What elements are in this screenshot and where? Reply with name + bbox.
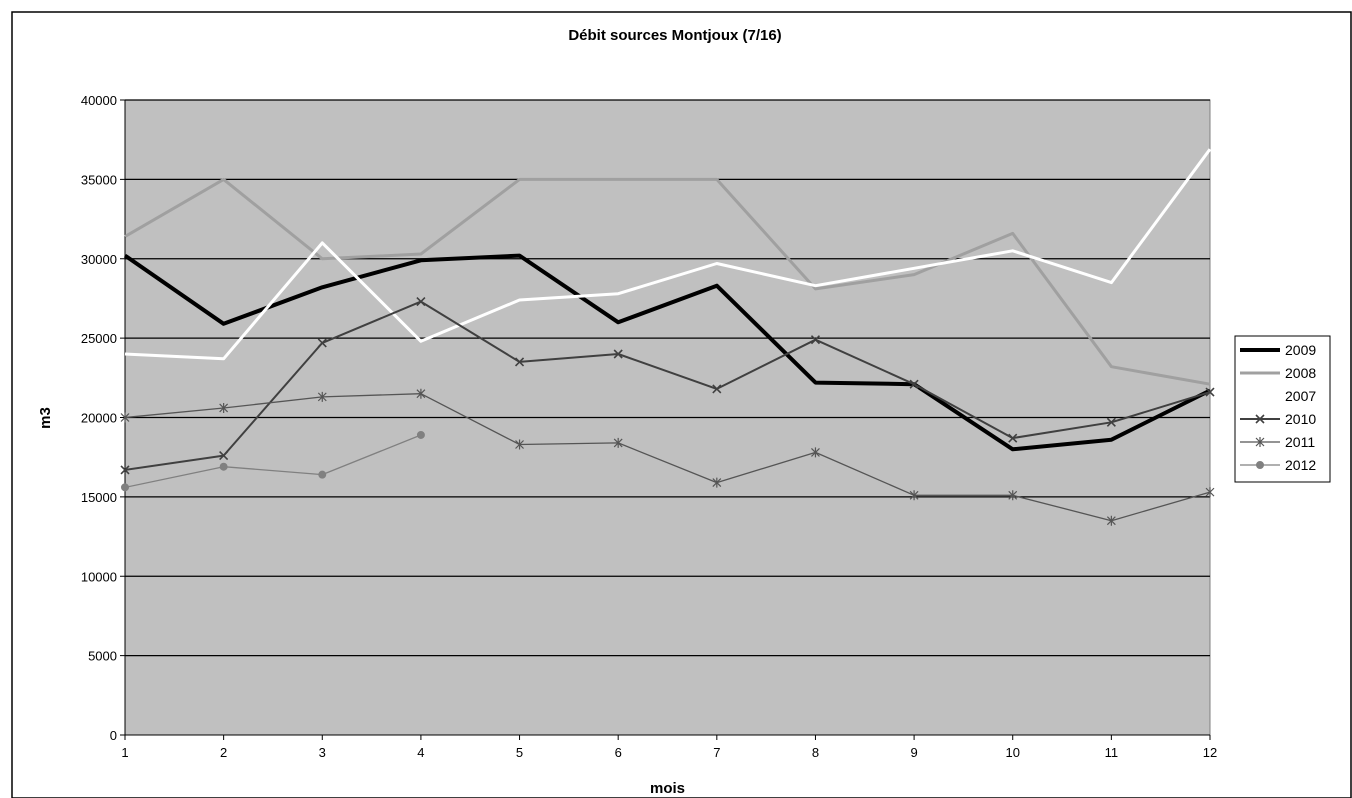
gridlines (125, 99, 1210, 657)
legend: 2009 2008 2007 2010 2011 2012 (1234, 335, 1331, 483)
y-tick-label: 15000 (81, 490, 117, 505)
data-point-2010 (317, 338, 327, 348)
data-point-2010 (909, 379, 919, 389)
x-tick-label: 2 (220, 745, 227, 760)
x-axis-title: mois (650, 780, 685, 797)
series-line-2009 (123, 253, 1211, 452)
data-point-2012 (318, 470, 327, 479)
data-point-2010 (1205, 387, 1215, 397)
legend-item-2009: 2009 (1240, 342, 1316, 358)
y-tick-label: 40000 (81, 93, 117, 108)
data-point-2012 (416, 430, 425, 439)
series-2007 (124, 148, 1212, 361)
data-point-2011 (1008, 490, 1018, 501)
y-tick-label: 25000 (81, 331, 117, 346)
legend-label: 2009 (1285, 342, 1316, 358)
series-line-2007 (124, 148, 1212, 361)
x-tick-label: 11 (1105, 745, 1119, 760)
data-point-2010 (120, 465, 130, 475)
series-2011 (120, 388, 1215, 526)
legend-marker (1255, 414, 1265, 424)
data-point-2010 (514, 357, 525, 367)
data-point-2010 (712, 384, 722, 394)
legend-label: 2011 (1285, 434, 1315, 450)
data-point-2010 (219, 451, 229, 461)
legend-item-2007: 2007 (1240, 388, 1316, 404)
y-tick-label: 35000 (81, 172, 117, 187)
legend-item-2011: 2011 (1240, 434, 1315, 450)
data-point-2011 (909, 490, 919, 501)
y-tick-label: 0 (110, 728, 117, 743)
x-tick-label: 9 (910, 745, 917, 760)
legend-label: 2010 (1285, 411, 1316, 427)
series-line-2010 (124, 300, 1211, 471)
y-axis-title: m3 (37, 407, 54, 429)
y-tick-label: 5000 (88, 649, 117, 664)
data-point-2010 (1008, 433, 1018, 443)
series-line-2011 (124, 393, 1211, 522)
legend-item-2012: 2012 (1240, 457, 1316, 473)
data-point-2011 (416, 388, 426, 399)
legend-marker (1255, 437, 1265, 447)
series-line-2012 (124, 434, 422, 489)
data-point-2012 (121, 483, 129, 492)
data-point-2011 (613, 437, 623, 448)
data-point-2010 (1106, 417, 1116, 427)
x-tick-label: 3 (319, 745, 326, 760)
y-tick-label: 30000 (81, 252, 117, 267)
legend-label: 2008 (1285, 365, 1316, 381)
series-2010 (120, 297, 1215, 475)
y-tick-label: 10000 (81, 569, 117, 584)
x-tick-label: 6 (615, 745, 622, 760)
series-2012 (121, 430, 425, 492)
data-point-2010 (810, 335, 821, 345)
data-point-2012 (219, 462, 228, 471)
legend-item-2008: 2008 (1240, 365, 1316, 381)
x-tick-label: 10 (1005, 745, 1019, 760)
data-point-2010 (613, 349, 623, 359)
x-tick-label: 12 (1203, 745, 1217, 760)
chart-title: Débit sources Montjoux (7/16) (568, 27, 781, 44)
legend-item-2010: 2010 (1240, 411, 1316, 427)
legend-marker (1256, 461, 1264, 469)
x-tick-label: 5 (516, 745, 523, 760)
tick-labels: 0 5000 10000 15000 20000 25000 30000 35000 40000… (81, 93, 1217, 760)
data-point-2011 (1205, 487, 1215, 498)
data-point-2011 (1106, 515, 1116, 526)
y-tick-label: 20000 (81, 411, 117, 426)
legend-label: 2007 (1285, 388, 1316, 404)
legend-label: 2012 (1285, 457, 1316, 473)
data-point-2011 (219, 402, 229, 413)
data-point-2011 (712, 477, 722, 488)
series-2009 (123, 253, 1211, 452)
legend-box (1234, 335, 1331, 483)
x-tick-label: 1 (121, 745, 128, 760)
data-point-2011 (515, 439, 524, 450)
data-point-2011 (811, 447, 820, 458)
x-tick-label: 4 (417, 745, 424, 760)
data-point-2010 (416, 297, 426, 307)
data-point-2011 (120, 412, 130, 423)
x-tick-label: 7 (713, 745, 720, 760)
series-lines (120, 148, 1215, 526)
x-tick-label: 8 (812, 745, 819, 760)
data-point-2011 (317, 391, 327, 402)
